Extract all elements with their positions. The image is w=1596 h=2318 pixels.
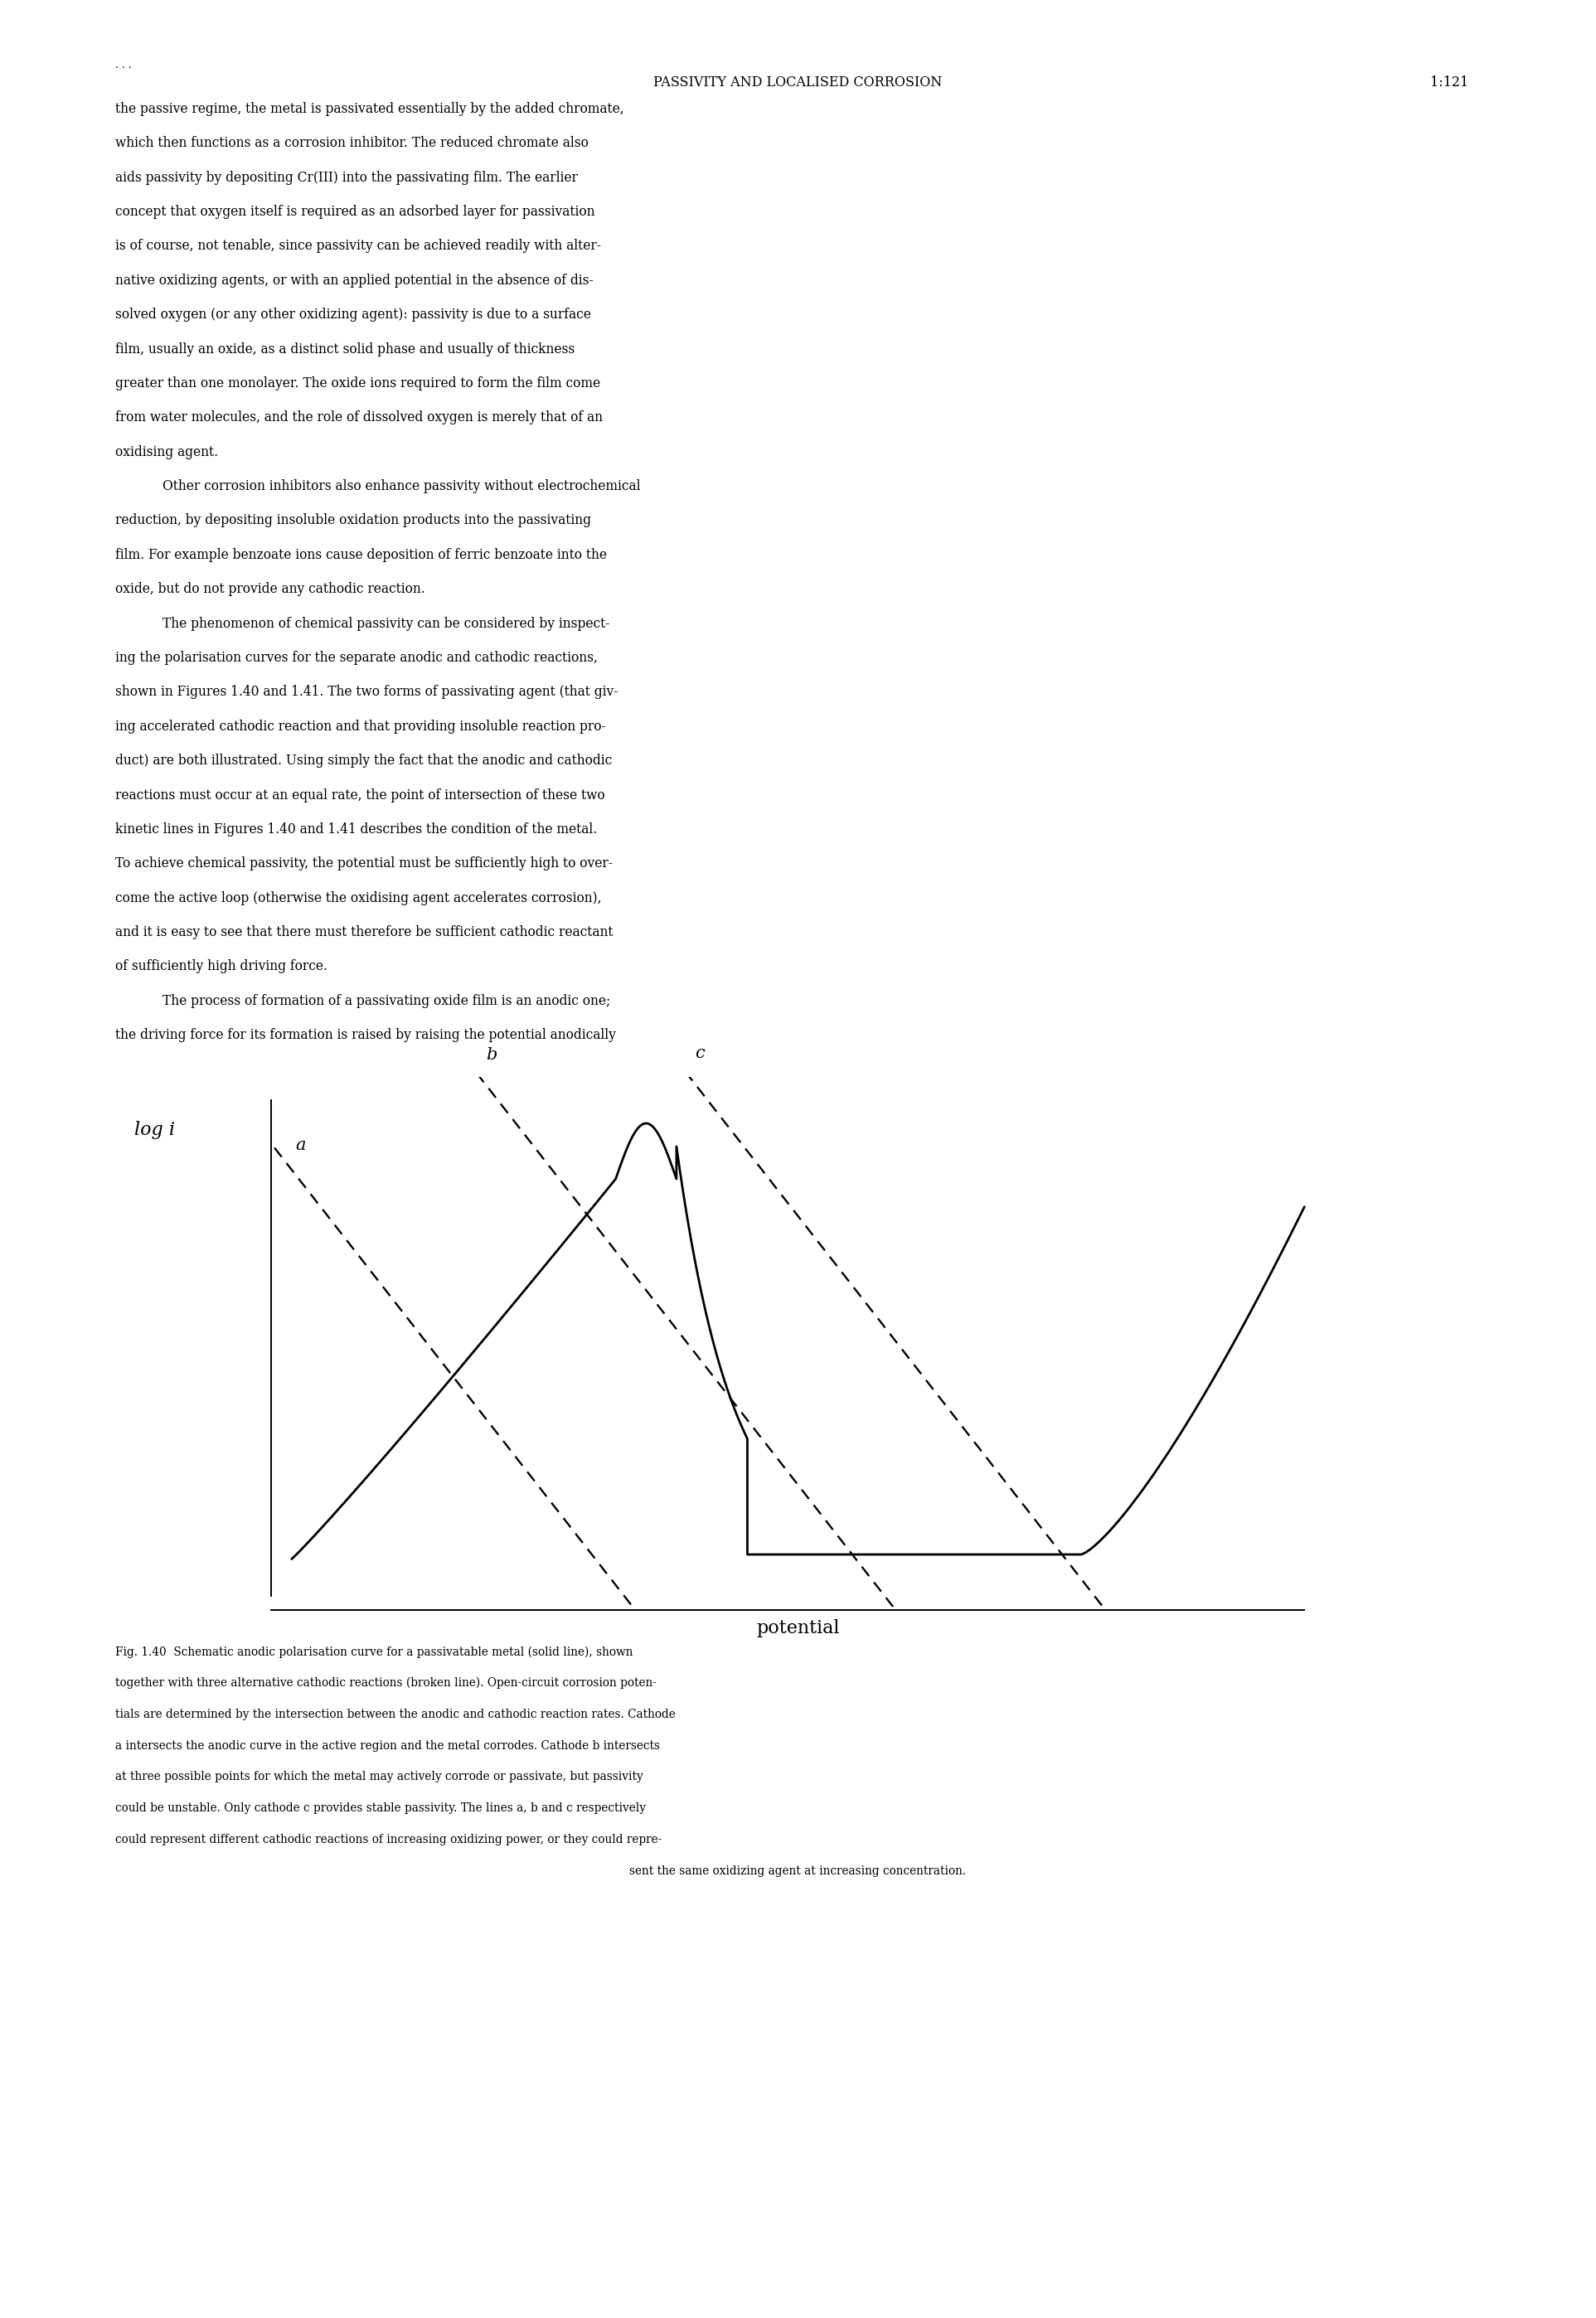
Text: native oxidizing agents, or with an applied potential in the absence of dis-: native oxidizing agents, or with an appl… xyxy=(115,274,594,287)
Text: oxidising agent.: oxidising agent. xyxy=(115,445,217,459)
Text: concept that oxygen itself is required as an adsorbed layer for passivation: concept that oxygen itself is required a… xyxy=(115,204,595,218)
Text: solved oxygen (or any other oxidizing agent): passivity is due to a surface: solved oxygen (or any other oxidizing ag… xyxy=(115,308,591,322)
Text: could represent different cathodic reactions of increasing oxidizing power, or t: could represent different cathodic react… xyxy=(115,1834,661,1845)
Text: c: c xyxy=(694,1045,704,1062)
Text: reactions must occur at an equal rate, the point of intersection of these two: reactions must occur at an equal rate, t… xyxy=(115,788,605,802)
Text: a intersects the anodic curve in the active region and the metal corrodes. Catho: a intersects the anodic curve in the act… xyxy=(115,1741,659,1752)
Text: duct) are both illustrated. Using simply the fact that the anodic and cathodic: duct) are both illustrated. Using simply… xyxy=(115,753,611,767)
Text: is of course, not tenable, since passivity can be achieved readily with alter-: is of course, not tenable, since passivi… xyxy=(115,239,600,253)
Text: oxide, but do not provide any cathodic reaction.: oxide, but do not provide any cathodic r… xyxy=(115,582,425,596)
Text: could be unstable. Only cathode c provides stable passivity. The lines a, b and : could be unstable. Only cathode c provid… xyxy=(115,1803,645,1815)
Text: 1:121: 1:121 xyxy=(1430,74,1468,90)
Text: greater than one monolayer. The oxide ions required to form the film come: greater than one monolayer. The oxide io… xyxy=(115,376,600,389)
Text: film, usually an oxide, as a distinct solid phase and usually of thickness: film, usually an oxide, as a distinct so… xyxy=(115,343,575,357)
Text: a: a xyxy=(295,1138,306,1152)
Text: of sufficiently high driving force.: of sufficiently high driving force. xyxy=(115,960,327,974)
Text: come the active loop (otherwise the oxidising agent accelerates corrosion),: come the active loop (otherwise the oxid… xyxy=(115,890,602,904)
Text: aids passivity by depositing Cr(III) into the passivating film. The earlier: aids passivity by depositing Cr(III) int… xyxy=(115,172,578,185)
Text: together with three alternative cathodic reactions (broken line). Open-circuit c: together with three alternative cathodic… xyxy=(115,1678,656,1690)
X-axis label: potential: potential xyxy=(757,1620,839,1637)
Text: which then functions as a corrosion inhibitor. The reduced chromate also: which then functions as a corrosion inhi… xyxy=(115,137,589,151)
Text: Fig. 1.40  Schematic anodic polarisation curve for a passivatable metal (solid l: Fig. 1.40 Schematic anodic polarisation … xyxy=(115,1646,632,1657)
Text: The process of formation of a passivating oxide film is an anodic one;: The process of formation of a passivatin… xyxy=(163,994,611,1008)
Text: ing the polarisation curves for the separate anodic and cathodic reactions,: ing the polarisation curves for the sepa… xyxy=(115,651,597,665)
Text: the passive regime, the metal is passivated essentially by the added chromate,: the passive regime, the metal is passiva… xyxy=(115,102,624,116)
Text: log i: log i xyxy=(134,1122,176,1140)
Text: reduction, by depositing insoluble oxidation products into the passivating: reduction, by depositing insoluble oxida… xyxy=(115,515,591,529)
Text: . . .: . . . xyxy=(115,60,131,70)
Text: shown in Figures 1.40 and 1.41. The two forms of passivating agent (that giv-: shown in Figures 1.40 and 1.41. The two … xyxy=(115,686,618,700)
Text: film. For example benzoate ions cause deposition of ferric benzoate into the: film. For example benzoate ions cause de… xyxy=(115,547,606,561)
Text: kinetic lines in Figures 1.40 and 1.41 describes the condition of the metal.: kinetic lines in Figures 1.40 and 1.41 d… xyxy=(115,823,597,837)
Text: b: b xyxy=(485,1048,496,1062)
Text: and it is easy to see that there must therefore be sufficient cathodic reactant: and it is easy to see that there must th… xyxy=(115,925,613,939)
Text: To achieve chemical passivity, the potential must be sufficiently high to over-: To achieve chemical passivity, the poten… xyxy=(115,858,613,872)
Text: PASSIVITY AND LOCALISED CORROSION: PASSIVITY AND LOCALISED CORROSION xyxy=(654,74,942,90)
Text: tials are determined by the intersection between the anodic and cathodic reactio: tials are determined by the intersection… xyxy=(115,1708,675,1720)
Text: The phenomenon of chemical passivity can be considered by inspect-: The phenomenon of chemical passivity can… xyxy=(163,617,610,630)
Text: the driving force for its formation is raised by raising the potential anodicall: the driving force for its formation is r… xyxy=(115,1029,616,1043)
Text: Other corrosion inhibitors also enhance passivity without electrochemical: Other corrosion inhibitors also enhance … xyxy=(163,480,640,494)
Text: sent the same oxidizing agent at increasing concentration.: sent the same oxidizing agent at increas… xyxy=(630,1866,966,1878)
Text: ing accelerated cathodic reaction and that providing insoluble reaction pro-: ing accelerated cathodic reaction and th… xyxy=(115,719,605,732)
Text: at three possible points for which the metal may actively corrode or passivate, : at three possible points for which the m… xyxy=(115,1771,643,1783)
Text: from water molecules, and the role of dissolved oxygen is merely that of an: from water molecules, and the role of di… xyxy=(115,410,602,424)
